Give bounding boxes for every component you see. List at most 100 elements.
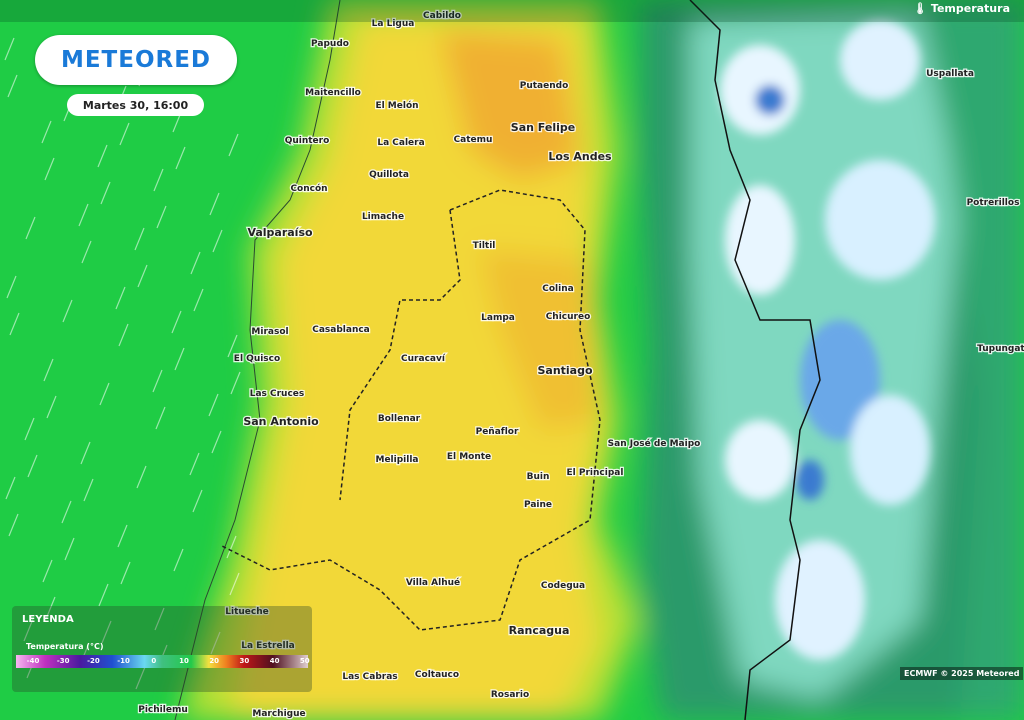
place-label: Curacaví	[401, 354, 446, 364]
wind-streak	[25, 216, 36, 240]
wind-streak	[117, 524, 128, 548]
layer-name: Temperatura	[930, 2, 1010, 15]
place-label: San Felipe	[511, 121, 575, 134]
wind-streak	[100, 181, 111, 205]
place-label: Catemu	[454, 135, 493, 145]
wind-streak	[227, 334, 238, 358]
wind-streak	[61, 500, 72, 524]
place-label: San José de Maipo	[608, 438, 701, 449]
wind-streak	[173, 548, 184, 572]
scale-label: 50	[299, 657, 310, 665]
place-label: Los Andes	[548, 150, 612, 163]
place-label: Peñaflor	[476, 427, 519, 437]
wind-streak	[136, 465, 147, 489]
scale-label: -20	[87, 657, 100, 665]
wind-streak	[24, 417, 35, 441]
wind-streak	[156, 205, 167, 229]
place-label: Tiltil	[473, 241, 496, 251]
legend-subtitle: Temperatura (°C)	[26, 642, 104, 651]
wind-streak	[5, 476, 16, 500]
place-label: Las Cabras	[342, 672, 397, 682]
scale-label: 10	[179, 657, 189, 665]
place-labels: La Ligua Cabildo Papudo Putaendo Maitencillo…	[137, 10, 1024, 720]
wind-streak	[230, 371, 241, 395]
wind-streak	[190, 251, 201, 275]
scale-label: -40	[26, 657, 40, 665]
place-label: Quintero	[285, 136, 330, 146]
layer-selector[interactable]: 🌡︎ Temperatura	[913, 2, 1010, 15]
wind-streak	[7, 74, 18, 98]
place-label: Tupungato	[977, 344, 1024, 354]
wind-streak	[193, 288, 204, 312]
place-label: Mirasol	[251, 327, 288, 337]
place-label: Pichilemu	[138, 705, 187, 715]
place-label: Casablanca	[312, 325, 370, 335]
thermometer-icon: 🌡︎	[913, 2, 931, 15]
place-label: La Ligua	[372, 19, 415, 29]
place-label: Coltauco	[415, 670, 459, 680]
place-label: Quillota	[369, 170, 409, 180]
place-label: Cabildo	[423, 11, 461, 21]
wind-streak	[62, 299, 73, 323]
wind-streak	[135, 666, 146, 690]
place-label: Litueche	[225, 607, 268, 617]
wind-streak	[27, 454, 38, 478]
wind-streak	[101, 620, 112, 644]
wind-streak	[97, 144, 108, 168]
place-label: Codegua	[541, 581, 585, 591]
place-label: Rancagua	[509, 624, 570, 637]
place-label: Putaendo	[520, 81, 569, 91]
place-label: La Calera	[377, 138, 424, 148]
wind-streak	[9, 312, 20, 336]
place-label: La Estrella	[241, 641, 295, 651]
wind-streak	[153, 168, 164, 192]
place-label: El Monte	[447, 452, 491, 462]
wind-streak	[189, 452, 200, 476]
wind-streak	[118, 323, 129, 347]
scale-label: -30	[56, 657, 70, 665]
place-label: Limache	[362, 212, 404, 222]
region-border	[219, 189, 601, 631]
top-bar	[0, 0, 1024, 22]
wind-streak	[208, 393, 219, 417]
legend-color-bar	[16, 655, 308, 668]
wind-streak	[44, 157, 55, 181]
wind-streak	[98, 583, 109, 607]
place-label: Melipilla	[375, 455, 418, 465]
wind-streak	[99, 382, 110, 406]
place-label: Las Cruces	[250, 389, 305, 399]
wind-streak	[155, 406, 166, 430]
scale-label: 30	[239, 657, 250, 665]
wind-streak	[41, 120, 52, 144]
place-label: Potrerillos	[967, 198, 1020, 208]
wind-streak	[42, 559, 53, 583]
wind-streak	[152, 369, 163, 393]
wind-streak	[119, 122, 130, 146]
scale-label: 0	[151, 657, 157, 665]
wind-streak	[120, 561, 131, 585]
wind-streak	[211, 430, 222, 454]
place-label: Villa Alhué	[406, 577, 460, 588]
wind-streak	[6, 275, 17, 299]
wind-streak	[78, 203, 89, 227]
scale-label: 40	[269, 657, 280, 665]
place-label: Rosario	[491, 690, 529, 700]
date-label: Martes 30, 16:00	[67, 94, 204, 116]
logo[interactable]: METEORED	[35, 35, 237, 85]
wind-streak	[174, 347, 185, 371]
place-label: El Melón	[375, 100, 418, 111]
wind-streak	[8, 513, 19, 537]
place-label: Paine	[524, 500, 552, 510]
wind-streak	[64, 537, 75, 561]
place-label: Concón	[290, 183, 327, 194]
wind-streak	[226, 535, 237, 559]
wind-streak	[46, 395, 57, 419]
wind-streak	[228, 133, 239, 157]
wind-streak	[83, 478, 94, 502]
credit: ECMWF © 2025 Meteored	[900, 667, 1024, 680]
place-label: Chicureo	[546, 312, 591, 322]
place-label: Marchigue	[252, 709, 305, 719]
wind-streak	[210, 631, 221, 655]
place-label: Maitencillo	[305, 88, 361, 98]
